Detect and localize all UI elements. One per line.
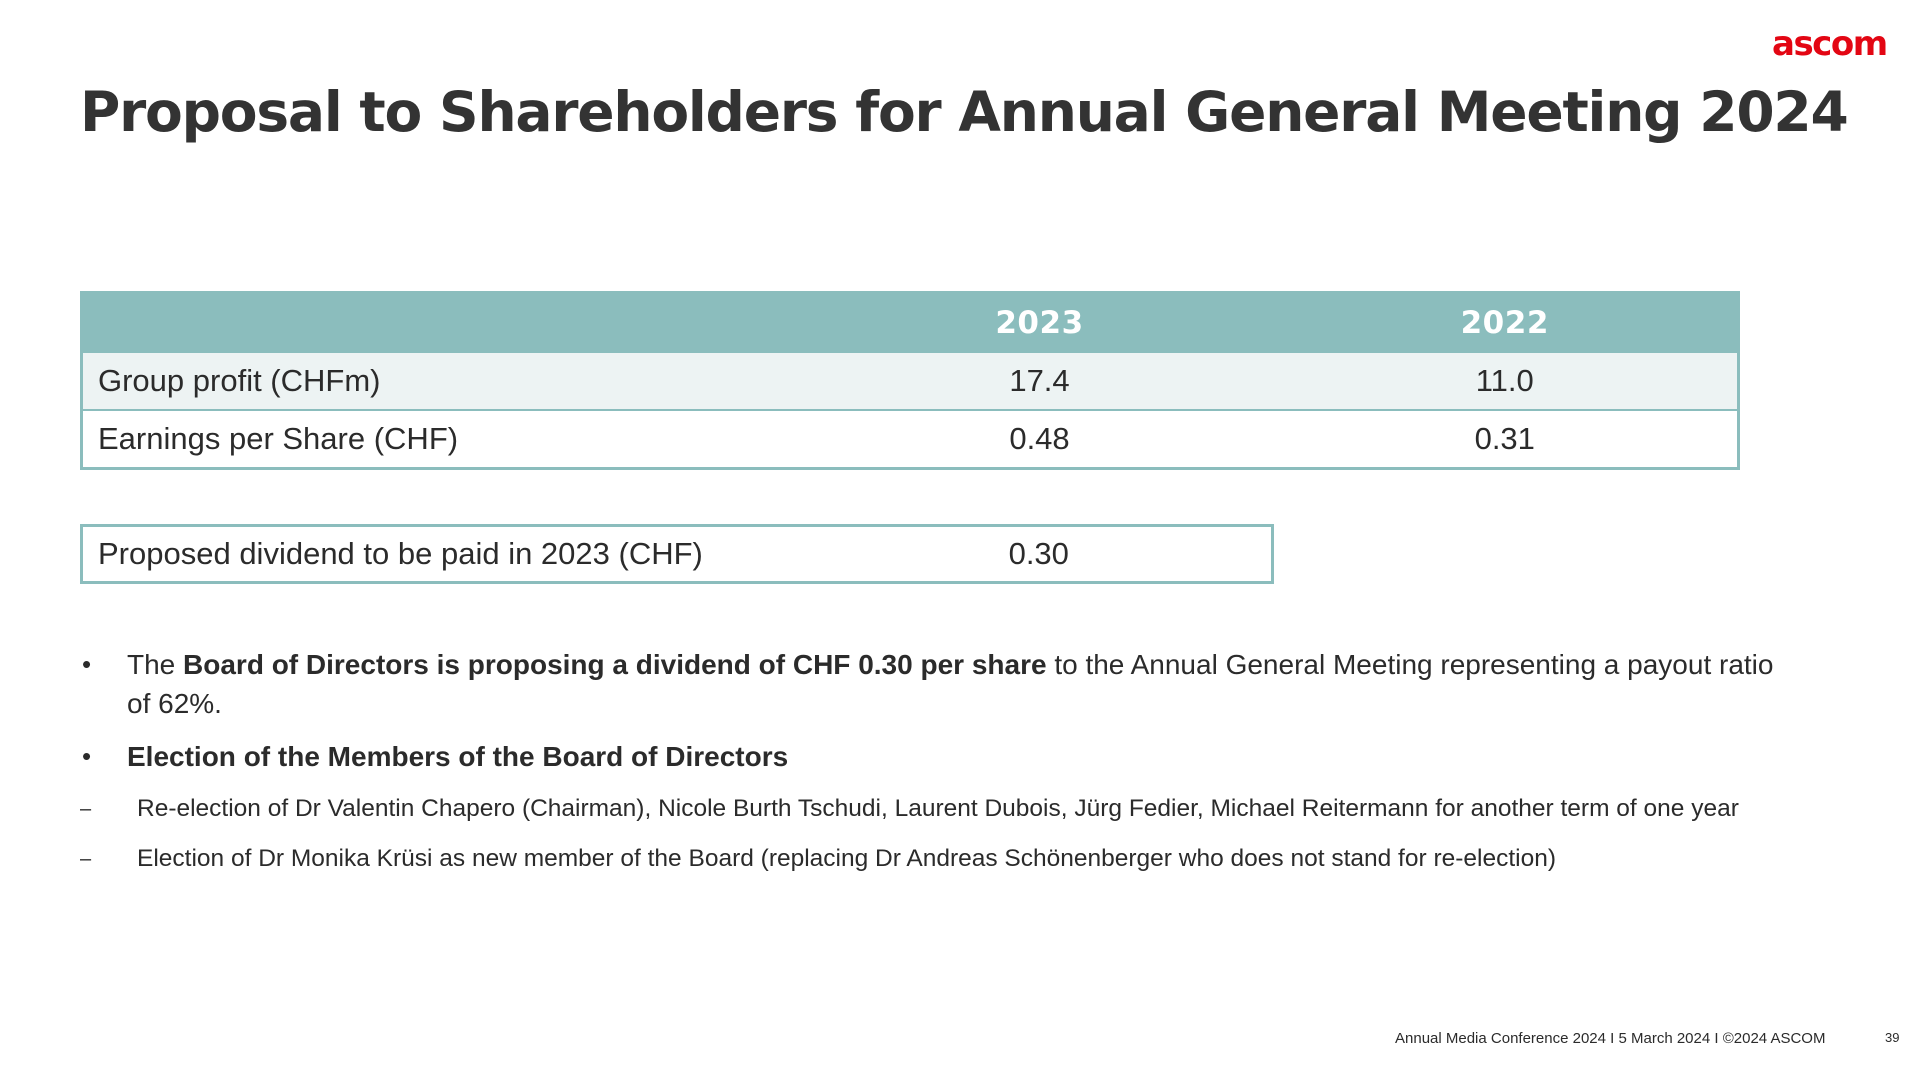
sub-item-text: Election of Dr Monika Krüsi as new membe… [137,845,1557,872]
dividend-table: Proposed dividend to be paid in 2023 (CH… [80,524,1274,584]
dash-icon: – [80,798,92,820]
table-header-row: 2023 2022 [81,292,1739,352]
dividend-value: 0.30 [1008,536,1069,571]
footer-text: Annual Media Conference 2024 I 5 March 2… [1395,1030,1826,1047]
page-number: 39 [1885,1030,1900,1045]
bullet-board-election: • Election of the Members of the Board o… [80,737,1780,776]
bullet-dividend-proposal: • The Board of Directors is proposing a … [80,645,1780,723]
cell-value-2023: 0.48 [806,409,1273,469]
column-header-2022: 2022 [1272,292,1739,352]
table-row-group-profit: Group profit (CHFm) 17.4 11.0 [81,351,1739,410]
bullet-list: • The Board of Directors is proposing a … [80,645,1780,884]
bullet-icon: • [82,649,92,679]
slide-title: Proposal to Shareholders for Annual Gene… [80,80,1849,144]
dash-icon: – [80,848,92,870]
ascom-logo: ascom [1772,24,1888,64]
bullet-text-bold: Election of the Members of the Board of … [127,741,789,772]
row-label: Group profit (CHFm) [81,351,807,410]
bullet-text-bold: Board of Directors is proposing a divide… [183,649,1047,680]
table-row-eps: Earnings per Share (CHF) 0.48 0.31 [81,409,1739,469]
dividend-label: Proposed dividend to be paid in 2023 (CH… [98,536,703,571]
cell-value-2022: 0.31 [1272,409,1739,469]
sub-item-reelection: – Re-election of Dr Valentin Chapero (Ch… [80,784,1780,834]
sub-item-text: Re-election of Dr Valentin Chapero (Chai… [137,795,1739,822]
bullet-icon: • [82,741,92,771]
column-header-2023: 2023 [806,292,1273,352]
bullet-text-pre: The [127,649,184,680]
bullet-text-post: to the Annual General Meeting representi… [127,649,1774,719]
cell-value-2022: 11.0 [1272,351,1739,410]
column-header-label [81,292,807,352]
kpi-table: 2023 2022 Group profit (CHFm) 17.4 11.0 … [80,291,1740,470]
cell-value-2023: 17.4 [806,351,1273,410]
sub-item-new-member: – Election of Dr Monika Krüsi as new mem… [80,834,1780,884]
row-label: Earnings per Share (CHF) [81,409,807,469]
dividend-row: Proposed dividend to be paid in 2023 (CH… [82,526,1273,583]
